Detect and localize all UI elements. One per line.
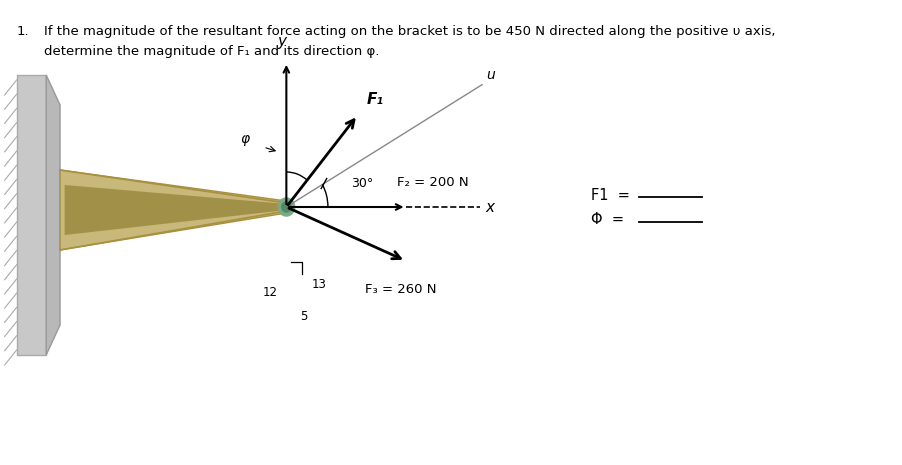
Text: y: y [277,34,286,49]
Text: φ: φ [240,132,249,146]
Text: F₂ = 200 N: F₂ = 200 N [397,176,468,189]
Text: determine the magnitude of F₁ and its direction φ.: determine the magnitude of F₁ and its di… [44,45,380,58]
Text: If the magnitude of the resultant force acting on the bracket is to be 450 N dir: If the magnitude of the resultant force … [44,25,775,38]
Circle shape [278,198,294,216]
Text: 1.: 1. [16,25,29,38]
Polygon shape [60,170,286,250]
Text: u: u [486,68,495,82]
Polygon shape [46,75,60,355]
Polygon shape [16,75,46,355]
Text: F1  =: F1 = [591,187,630,202]
Text: 12: 12 [262,286,278,299]
Text: x: x [484,199,493,214]
Text: 5: 5 [299,311,308,324]
Text: F₁: F₁ [366,92,383,107]
Polygon shape [65,185,286,235]
Text: 13: 13 [311,278,326,291]
Text: 30°: 30° [351,177,373,190]
Circle shape [281,202,290,212]
Text: Φ  =: Φ = [591,213,623,227]
Text: F₃ = 260 N: F₃ = 260 N [365,283,437,296]
